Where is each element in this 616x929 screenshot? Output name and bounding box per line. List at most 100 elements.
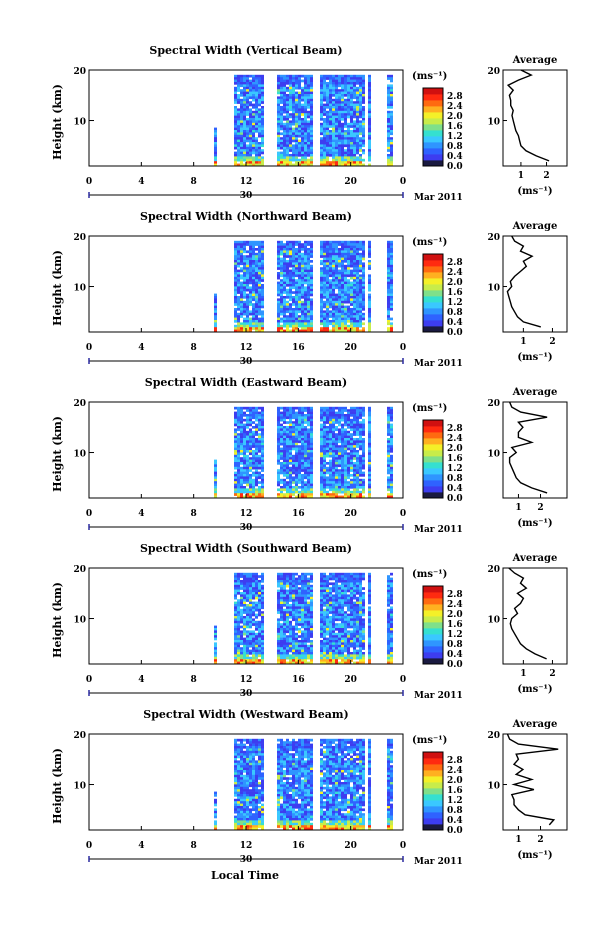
heatmap-cell (344, 77, 347, 80)
heatmap-cell (344, 158, 347, 162)
heatmap-cell (214, 320, 217, 323)
heatmap-cell (249, 142, 252, 145)
heatmap-cell (310, 86, 313, 90)
heatmap-cell (347, 264, 350, 268)
heatmap-cell (283, 127, 286, 131)
heatmap-cell (286, 575, 289, 578)
heatmap-cell (387, 267, 390, 270)
heatmap-cell (283, 158, 286, 162)
heatmap-cell (240, 661, 243, 665)
heatmap-cell (347, 274, 350, 278)
heatmap-cell (329, 120, 332, 124)
heatmap-cell (255, 440, 258, 444)
heatmap-cell (347, 414, 350, 417)
heatmap-cell (249, 310, 252, 314)
heatmap-cell (304, 409, 307, 412)
heatmap-cell (304, 462, 307, 465)
heatmap-cell (350, 433, 353, 436)
heatmap-cell (243, 495, 246, 499)
heatmap-cell (335, 488, 338, 492)
heatmap-cell (335, 82, 338, 85)
y-tick-label: 10 (73, 450, 86, 460)
heatmap-cell (243, 469, 246, 472)
heatmap-cell (323, 156, 326, 160)
heatmap-cell (258, 628, 261, 631)
heatmap-cell (350, 457, 353, 460)
heatmap-cell (283, 416, 286, 420)
heatmap-cell (335, 298, 338, 302)
heatmap-cell (368, 416, 371, 420)
heatmap-cell (323, 103, 326, 107)
heatmap-cell (362, 137, 365, 140)
heatmap-cell (277, 435, 280, 439)
heatmap-cell (359, 457, 362, 460)
heatmap-cell (252, 288, 255, 292)
heatmap-cell (243, 450, 246, 453)
heatmap-cell (347, 269, 350, 273)
heatmap-cell (258, 156, 261, 160)
heatmap-cell (249, 298, 252, 302)
heatmap-cell (353, 91, 356, 95)
heatmap-cell (341, 320, 344, 323)
heatmap-cell (323, 86, 326, 90)
heatmap-cell (301, 74, 304, 78)
heatmap-cell (277, 84, 280, 88)
heatmap-cell (286, 488, 289, 492)
heatmap-cell (283, 577, 286, 581)
heatmap-cell (335, 163, 338, 167)
heatmap-cell (234, 649, 237, 653)
heatmap-cell (252, 440, 255, 444)
heatmap-cell (237, 635, 240, 638)
heatmap-cell (338, 327, 341, 330)
heatmap-cell (255, 110, 258, 114)
heatmap-cell (387, 149, 390, 152)
heatmap-cell (289, 430, 292, 434)
heatmap-cell (286, 243, 289, 246)
heatmap-cell (234, 642, 237, 646)
heatmap-cell (283, 310, 286, 314)
heatmap-cell (298, 406, 301, 410)
heatmap-cell (234, 652, 237, 655)
heatmap-cell (234, 79, 237, 83)
heatmap-cell (390, 163, 393, 167)
heatmap-cell (387, 421, 390, 424)
heatmap-cell (387, 103, 390, 107)
heatmap-cell (255, 580, 258, 583)
heatmap-cell (252, 620, 255, 624)
heatmap-cell (387, 101, 390, 104)
heatmap-cell (390, 442, 393, 446)
heatmap-cell (359, 293, 362, 297)
heatmap-cell (344, 267, 347, 270)
heatmap-cell (255, 103, 258, 107)
heatmap-cell (298, 478, 301, 482)
heatmap-cell (252, 296, 255, 299)
heatmap-cell (390, 267, 393, 270)
heatmap-cell (320, 156, 323, 160)
heatmap-cell (390, 255, 393, 258)
heatmap-cell (320, 452, 323, 456)
heatmap-cell (368, 435, 371, 439)
heatmap-cell (243, 279, 246, 282)
heatmap-cell (243, 652, 246, 655)
heatmap-cell (298, 594, 301, 598)
heatmap-cell (255, 269, 258, 273)
heatmap-cell (301, 248, 304, 251)
heatmap-cell (329, 442, 332, 446)
colorbar-segment (423, 296, 443, 303)
heatmap-cell (255, 154, 258, 157)
date-day: 30 (240, 357, 253, 367)
heatmap-cell (261, 414, 264, 417)
heatmap-cell (347, 452, 350, 456)
heatmap-cell (246, 79, 249, 83)
heatmap-cell (310, 471, 313, 475)
heatmap-cell (341, 310, 344, 314)
heatmap-cell (283, 572, 286, 576)
heatmap-cell (326, 94, 329, 97)
heatmap-cell (237, 317, 240, 321)
heatmap-cell (289, 250, 292, 254)
heatmap-cell (362, 406, 365, 410)
heatmap-cell (362, 151, 365, 155)
heatmap-cell (280, 264, 283, 268)
heatmap-cell (323, 108, 326, 112)
heatmap-cell (362, 450, 365, 453)
